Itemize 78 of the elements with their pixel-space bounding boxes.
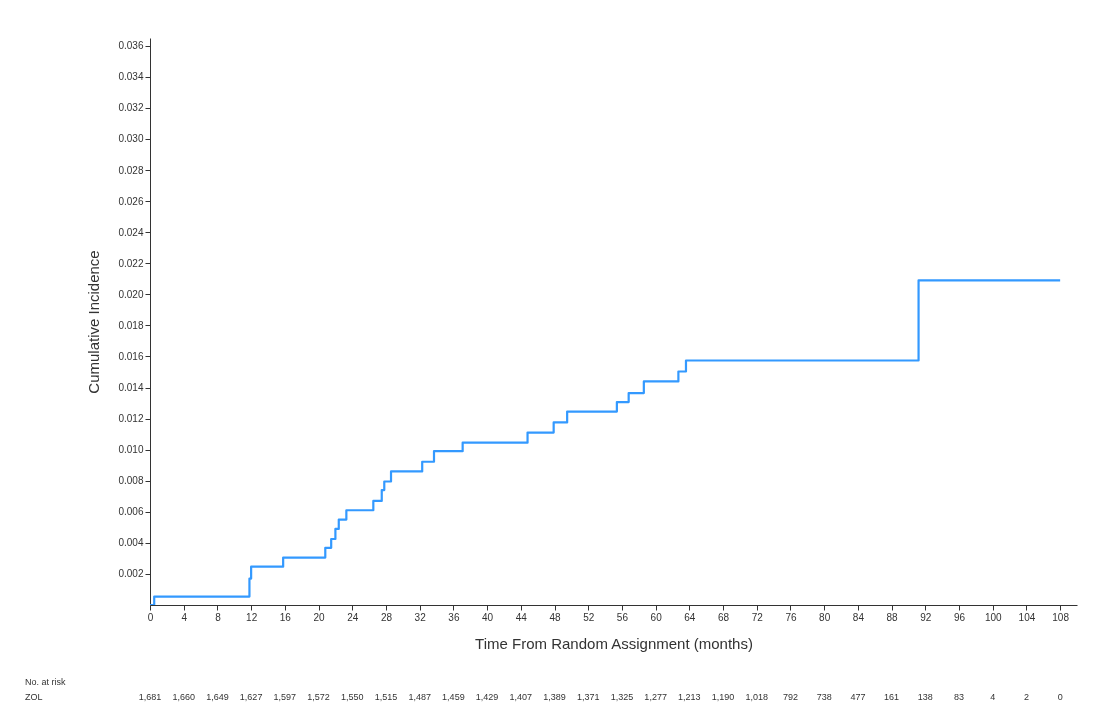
x-tick-label: 80: [819, 611, 831, 623]
x-tick-label: 4: [181, 611, 188, 623]
text: 1,429: [475, 692, 499, 702]
text: 2: [1023, 692, 1029, 702]
x-tick-label: 48: [549, 611, 562, 623]
y-tick-label: 0.034: [118, 71, 144, 83]
text: 1,597: [273, 692, 297, 702]
x-tick-label: 88: [886, 611, 899, 623]
x-tick-label: 92: [920, 611, 932, 623]
text: 738: [816, 692, 832, 702]
y-tick-label: 0.002: [118, 568, 144, 580]
x-tick-label: 104: [1018, 611, 1036, 623]
text: 1,190: [711, 692, 735, 702]
x-tick-label: 0: [147, 611, 154, 623]
y-axis-title: Cumulative Incidence: [85, 250, 103, 394]
text: 1,487: [408, 692, 431, 702]
y-tick-label: 0.006: [118, 506, 144, 518]
x-tick-label: 40: [482, 611, 494, 623]
y-tick-label: 0.004: [118, 537, 144, 549]
x-axis-title: Time From Random Assignment (months): [475, 634, 753, 652]
y-tick-label: 0.008: [118, 475, 144, 487]
x-tick-label: 96: [953, 611, 966, 623]
text: 1,649: [206, 692, 229, 702]
text: 1,459: [442, 692, 465, 702]
text: 1,277: [644, 692, 667, 702]
x-tick-label: 60: [650, 611, 663, 623]
x-tick-label: 36: [448, 611, 460, 623]
x-tick-label: 8: [215, 611, 222, 623]
x-tick-label: 100: [984, 611, 1003, 623]
text: 1,371: [576, 692, 600, 702]
text: 161: [884, 692, 900, 702]
text: 477: [850, 692, 866, 702]
y-tick-label: 0.032: [118, 102, 144, 114]
y-tick-label: 0.014: [118, 382, 144, 394]
text: 792: [782, 692, 798, 702]
x-tick-label: 72: [751, 611, 764, 623]
y-tick-label: 0.022: [118, 257, 144, 269]
x-tick-label: 64: [684, 611, 696, 623]
x-tick-label: 16: [279, 611, 292, 623]
text: 1,389: [543, 692, 566, 702]
text: 1,681: [138, 692, 162, 702]
x-tick-label: 28: [380, 611, 393, 623]
x-tick-label: 20: [313, 611, 326, 623]
text: 1,325: [610, 692, 634, 702]
text: 1,550: [340, 692, 364, 702]
x-tick-label: 56: [616, 611, 629, 623]
y-tick-label: 0.020: [118, 288, 144, 300]
x-tick-label: 76: [785, 611, 797, 623]
text: ZOL: [25, 692, 43, 702]
x-tick-label: 84: [852, 611, 865, 623]
text: 1,213: [678, 692, 701, 702]
text: 138: [917, 692, 933, 702]
y-tick-label: 0.018: [118, 319, 144, 331]
text: 0: [1057, 692, 1063, 702]
y-tick-label: 0.024: [118, 226, 144, 238]
text: 1,660: [172, 692, 195, 702]
text: 1,407: [509, 692, 533, 702]
text: No. at risk: [25, 677, 67, 687]
y-tick-label: 0.012: [118, 413, 144, 425]
y-tick-label: 0.030: [118, 133, 144, 145]
x-tick-label: 68: [717, 611, 730, 623]
y-tick-label: 0.028: [118, 164, 144, 176]
y-tick-label: 0.010: [118, 444, 144, 456]
x-tick-label: 52: [583, 611, 595, 623]
text: 1,515: [374, 692, 398, 702]
y-tick-label: 0.026: [118, 195, 144, 207]
text: 1,018: [745, 692, 769, 702]
text: 83: [954, 692, 965, 702]
y-tick-label: 0.016: [118, 350, 144, 362]
x-tick-label: 12: [246, 611, 258, 623]
text: 1,572: [307, 692, 330, 702]
x-tick-label: 44: [515, 611, 528, 623]
text: 4: [990, 692, 996, 702]
y-tick-label: 0.036: [118, 40, 144, 52]
text: 1,627: [239, 692, 263, 702]
x-tick-label: 24: [347, 611, 359, 623]
x-tick-label: 108: [1052, 611, 1070, 623]
x-tick-label: 32: [414, 611, 427, 623]
